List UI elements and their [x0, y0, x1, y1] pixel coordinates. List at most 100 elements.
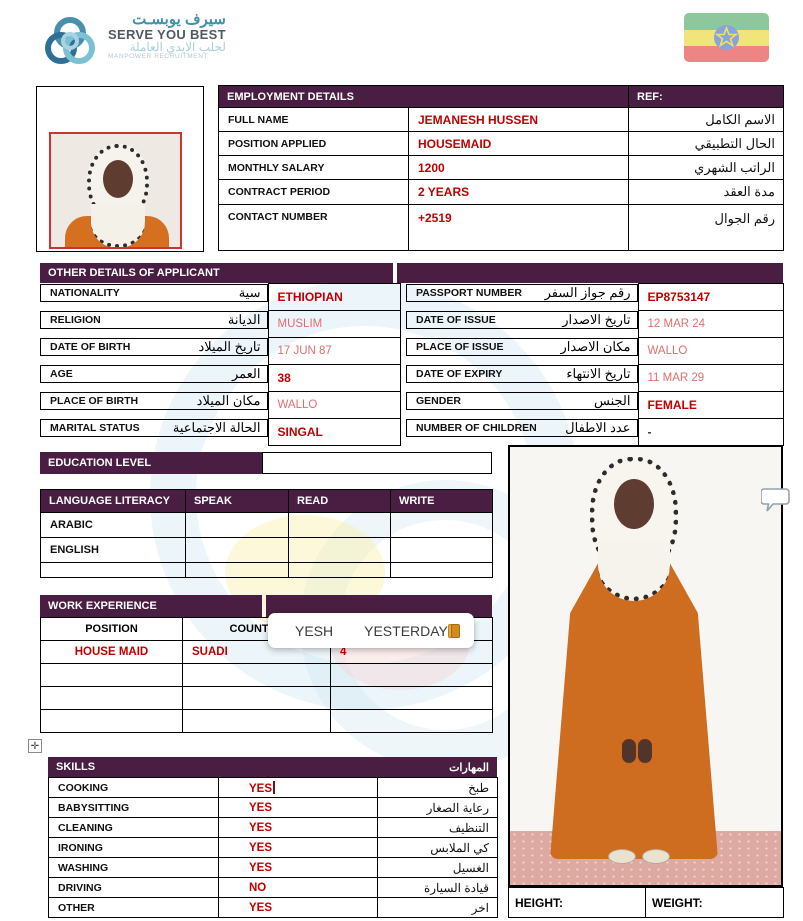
- detail-label-arabic: عدد الاطفال: [565, 419, 631, 435]
- ethiopia-flag: [684, 13, 769, 67]
- write-cell: [390, 562, 493, 578]
- detail-label-cell: PLACE OF BIRTH مكان الميلاد: [40, 391, 268, 410]
- logo-arabic-name: سيرف يوبسـت: [132, 11, 226, 28]
- weight-label: WEIGHT:: [645, 887, 784, 918]
- detail-label-arabic: الديانة: [227, 311, 261, 327]
- work-position: HOUSE MAID: [40, 640, 183, 664]
- work-experience-header: WORK EXPERIENCE: [40, 595, 262, 617]
- detail-label-cell: MARITAL STATUS الحالة الاجتماعية: [40, 418, 268, 437]
- employment-row-arabic: الراتب الشهري: [628, 155, 785, 180]
- detail-label-cell: PLACE OF ISSUE مكان الاصدار: [406, 337, 638, 356]
- employment-row-arabic: مدة العقد: [628, 179, 785, 205]
- detail-label-cell: NUMBER OF CHILDREN عدد الاطفال: [406, 418, 638, 437]
- detail-label: MARITAL STATUS: [50, 421, 140, 434]
- comment-bubble-icon[interactable]: [760, 486, 791, 519]
- speak-col-header: SPEAK: [185, 489, 289, 513]
- employment-row-label: MONTHLY SALARY: [218, 155, 409, 180]
- skill-arabic: كي الملابس: [377, 837, 498, 858]
- detail-label-arabic: رقم جواز السفر: [544, 284, 631, 300]
- detail-label: NATIONALITY: [50, 286, 120, 299]
- detail-label: GENDER: [416, 394, 461, 407]
- detail-label-cell: RELIGION الديانة: [40, 310, 268, 329]
- language-name: ENGLISH: [40, 537, 186, 563]
- other-details-left-table: NATIONALITY سية ETHIOPIAN RELIGION الديا…: [40, 283, 401, 446]
- work-country: [182, 709, 331, 733]
- detail-value: 38: [267, 364, 401, 392]
- employment-row-arabic: الحال التطبيقي: [628, 131, 785, 156]
- work-position: [40, 709, 183, 733]
- speak-cell: [185, 537, 289, 563]
- skill-name: BABYSITTING: [48, 797, 219, 818]
- language-literacy-table: LANGUAGE LITERACY SPEAK READ WRITE ARABI…: [40, 489, 493, 578]
- language-literacy-col-header: LANGUAGE LITERACY: [40, 489, 186, 513]
- skill-value: NO: [218, 877, 378, 898]
- employment-row-arabic: الاسم الكامل: [628, 107, 785, 132]
- skill-value: YES: [218, 817, 378, 838]
- write-col-header: WRITE: [390, 489, 493, 513]
- skills-header-arabic: المهارات: [292, 757, 497, 777]
- detail-value: FEMALE: [637, 391, 784, 419]
- detail-value: 11 MAR 29: [637, 364, 784, 392]
- photo-hand: [638, 739, 652, 763]
- detail-label: DATE OF ISSUE: [416, 313, 496, 326]
- skill-arabic: قيادة السيارة: [377, 877, 498, 898]
- suggestion-word[interactable]: YESTERDAY: [364, 622, 448, 639]
- suggestion-word[interactable]: YESH: [295, 622, 334, 639]
- work-experience-header-right: [266, 595, 492, 617]
- detail-label-arabic: تاريخ الانتهاء: [566, 365, 631, 381]
- detail-value: SINGAL: [267, 418, 401, 446]
- height-label: HEIGHT:: [508, 887, 646, 918]
- photo-sandal: [642, 849, 670, 864]
- detail-label-cell: PASSPORT NUMBER رقم جواز السفر: [406, 283, 638, 302]
- detail-value: WALLO: [637, 337, 784, 365]
- detail-label-arabic: الجنس: [594, 392, 631, 408]
- skill-name: DRIVING: [48, 877, 219, 898]
- photo-hand: [622, 739, 636, 763]
- read-cell: [288, 537, 391, 563]
- read-col-header: READ: [288, 489, 391, 513]
- other-details-right-table: PASSPORT NUMBER رقم جواز السفر EP8753147…: [406, 283, 784, 446]
- skill-value: YES: [218, 897, 378, 918]
- logo-english-tagline: MANPOWER RECRUITMENT: [108, 52, 209, 60]
- employment-row-value: 1200: [407, 155, 630, 180]
- detail-label: PLACE OF ISSUE: [416, 340, 504, 353]
- detail-label-cell: AGE العمر: [40, 364, 268, 383]
- dictionary-book-icon[interactable]: [447, 624, 461, 638]
- skill-name: OTHER: [48, 897, 219, 918]
- skill-arabic: اخر: [377, 897, 498, 918]
- detail-label-arabic: تاريخ الاصدار: [562, 311, 631, 327]
- work-position: [40, 663, 183, 687]
- skill-arabic: التنظيف: [377, 817, 498, 838]
- table-move-handle-icon[interactable]: ✛: [28, 739, 42, 753]
- detail-label-cell: DATE OF EXPIRY تاريخ الانتهاء: [406, 364, 638, 383]
- skill-value: YES: [218, 837, 378, 858]
- read-cell: [288, 562, 391, 578]
- detail-label-arabic: مكان الميلاد: [196, 392, 261, 408]
- skill-value: YES: [218, 857, 378, 878]
- detail-value: 12 MAR 24: [637, 310, 784, 338]
- detail-label-arabic: الحالة الاجتماعية: [172, 419, 261, 435]
- skill-name: COOKING: [48, 777, 219, 798]
- photo-face: [614, 479, 654, 529]
- work-years: [330, 663, 493, 687]
- skills-header: SKILLS: [48, 757, 292, 777]
- education-value-cell: [262, 452, 492, 474]
- detail-label: RELIGION: [50, 313, 101, 326]
- detail-value: MUSLIM: [267, 310, 401, 338]
- text-cursor: [273, 780, 275, 794]
- skill-name: CLEANING: [48, 817, 219, 838]
- logo-english-name: SERVE YOU BEST: [108, 26, 226, 42]
- other-details-header-right: [397, 263, 783, 283]
- detail-label: DATE OF BIRTH: [50, 340, 131, 353]
- spellcheck-suggestion-popup: YESH YESTERDAY: [268, 613, 474, 648]
- detail-label-arabic: تاريخ الميلاد: [198, 338, 261, 354]
- employment-row-value: JEMANESH HUSSEN: [407, 107, 630, 132]
- detail-label: NUMBER OF CHILDREN: [416, 421, 537, 434]
- skill-arabic: طبخ: [377, 777, 498, 798]
- detail-label-cell: NATIONALITY سية: [40, 283, 268, 302]
- photo-sandal: [608, 849, 636, 864]
- employment-row-label: CONTACT NUMBER: [218, 204, 409, 251]
- detail-value: EP8753147: [637, 283, 784, 311]
- ref-header: REF:: [628, 85, 785, 108]
